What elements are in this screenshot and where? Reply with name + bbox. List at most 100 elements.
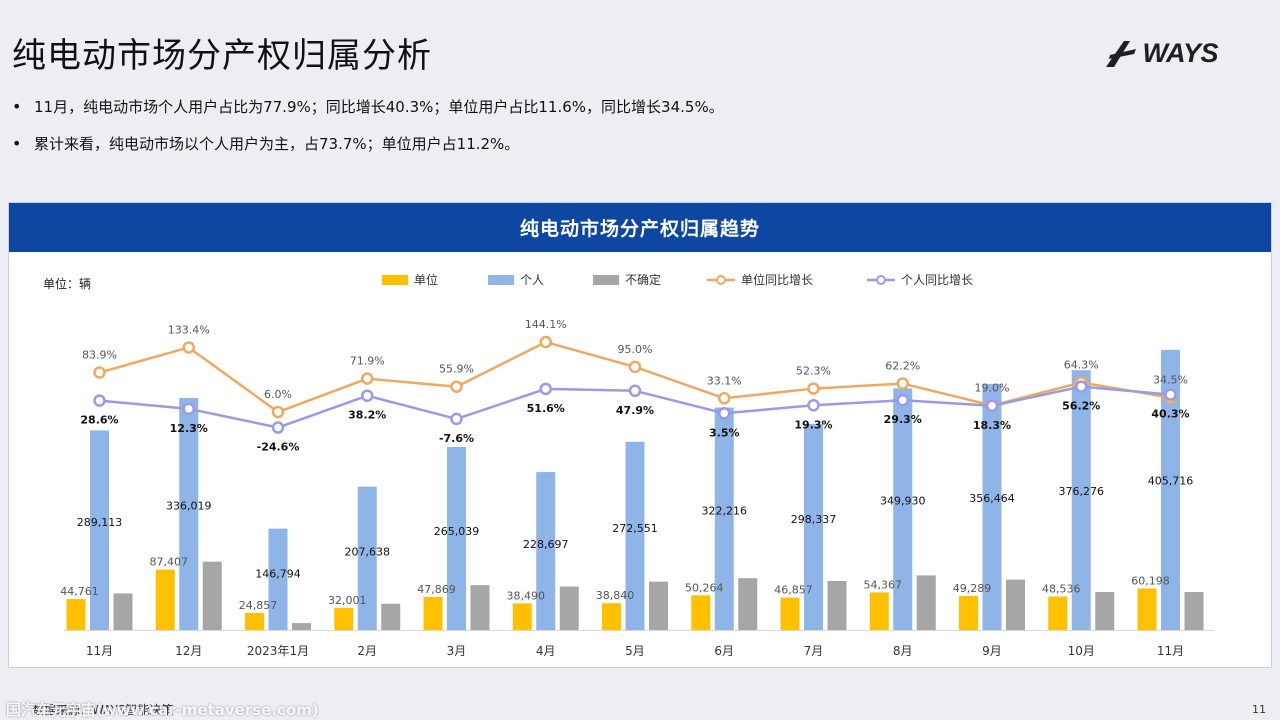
legend-label: 个人同比增长 (901, 273, 973, 287)
x-tick-label: 8月 (893, 644, 913, 658)
unit-label: 单位：辆 (43, 277, 92, 291)
data-source: 数据来源：WAYS智能决策 (32, 703, 174, 717)
unit-growth-point (361, 372, 374, 385)
unit-growth-value-label: 64.3% (1064, 358, 1099, 371)
personal-growth-point (361, 389, 374, 402)
bar-undetermined (1184, 592, 1204, 630)
unit-growth-point (807, 382, 820, 395)
bar-unit (334, 607, 354, 630)
bar-personal (179, 397, 199, 630)
personal-growth-value-label: 38.2% (348, 409, 386, 422)
bar-personal-value-label: 322,216 (702, 504, 748, 517)
legend-label: 个人 (520, 273, 544, 287)
bar-unit (423, 596, 443, 630)
bar-unit-value-label: 38,490 (507, 589, 546, 602)
logo-text: WAYS (1142, 37, 1218, 68)
bar-unit-value-label: 60,198 (1131, 574, 1170, 587)
bullet-item: • 11月，纯电动市场个人用户占比为77.9%；同比增长40.3%；单位用户占比… (12, 93, 1212, 119)
unit-growth-point (539, 335, 552, 349)
bullet-dot-icon: • (12, 133, 22, 153)
bar-unit-value-label: 48,536 (1042, 582, 1081, 595)
bar-unit (869, 592, 889, 630)
chart-panel-title: 纯电动市场分产权归属趋势 (9, 203, 1271, 252)
bar-personal-value-label: 356,464 (969, 492, 1015, 505)
ownership-trend-chart: 单位 个人 不确定 单位同比增长 个人同比增长 44,761 289,113 11月 87,40… (60, 272, 1214, 658)
x-tick-label: 3月 (447, 644, 467, 658)
personal-growth-value-label: 56.2% (1062, 400, 1100, 413)
x-tick-label: 11月 (1157, 644, 1184, 658)
bar-personal (1071, 370, 1091, 630)
personal-growth-value-label: 40.3% (1151, 408, 1189, 421)
bar-personal-value-label: 336,019 (166, 499, 212, 512)
unit-growth-value-label: 83.9% (82, 349, 117, 362)
legend-label: 不确定 (625, 272, 661, 287)
bar-personal (714, 407, 734, 630)
unit-growth-point (628, 360, 642, 374)
unit-growth-value-label: 144.1% (525, 318, 567, 331)
x-tick-label: 10月 (1068, 644, 1095, 658)
bar-undetermined (827, 580, 847, 630)
bar-personal (804, 424, 823, 630)
page-title: 纯电动市场分产权归属分析 (12, 36, 432, 76)
bar-unit-value-label: 50,264 (685, 581, 724, 594)
bar-personal (357, 486, 377, 630)
bar-personal-value-label: 349,930 (880, 494, 926, 507)
unit-growth-point (718, 392, 731, 405)
personal-growth-value-label: 29.3% (884, 413, 922, 426)
personal-growth-point (807, 399, 820, 412)
personal-growth-point (182, 402, 195, 416)
x-tick-label: 9月 (982, 644, 1002, 658)
personal-growth-value-label: 3.5% (709, 426, 740, 439)
personal-growth-value-label: 47.9% (616, 404, 654, 417)
bar-unit-value-label: 47,869 (417, 583, 456, 596)
bar-unit-value-label: 54,367 (864, 578, 903, 591)
unit-growth-value-label: 34.5% (1153, 374, 1188, 387)
personal-growth-value-label: 28.6% (80, 414, 118, 427)
personal-growth-point (1164, 388, 1177, 401)
bar-personal (893, 388, 913, 630)
chart-panel: 纯电动市场分产权归属趋势 单位：辆 单位 个人 不确定 单位同比增长 个人同比增长 44,… (8, 202, 1272, 668)
bar-unit (66, 599, 86, 630)
legend-swatch (382, 275, 408, 285)
personal-growth-point (450, 412, 463, 426)
bar-unit (1048, 596, 1068, 630)
unit-growth-value-label: 52.3% (796, 365, 831, 378)
bar-undetermined (292, 623, 311, 630)
bullet-text: 累计来看，纯电动市场以个人用户为主，占73.7%；单位用户占11.2%。 (34, 134, 520, 153)
personal-growth-point (718, 407, 731, 420)
bar-personal (982, 383, 1002, 630)
personal-growth-point (271, 421, 285, 434)
personal-growth-point (93, 394, 106, 407)
personal-growth-point (1075, 380, 1088, 393)
bar-unit-value-label: 24,857 (239, 599, 278, 612)
x-tick-label: 2023年1月 (247, 644, 309, 658)
bar-personal (625, 441, 645, 630)
personal-growth-point (985, 399, 999, 413)
bar-unit (602, 603, 621, 630)
unit-growth-point (182, 341, 195, 354)
bar-personal-value-label: 376,276 (1059, 485, 1105, 498)
bar-personal-value-label: 298,337 (791, 513, 837, 526)
bar-undetermined (381, 603, 401, 630)
unit-growth-value-label: 33.1% (707, 374, 742, 387)
bar-unit (1137, 588, 1157, 630)
bar-personal-value-label: 272,551 (612, 522, 658, 535)
bar-personal (536, 472, 556, 630)
bar-personal (1161, 349, 1180, 630)
bar-unit-value-label: 32,001 (328, 594, 367, 607)
x-tick-label: 12月 (175, 644, 202, 658)
legend-swatch (488, 275, 514, 285)
bar-undetermined (559, 586, 579, 630)
bar-unit-value-label: 87,407 (150, 556, 189, 569)
x-tick-label: 7月 (804, 644, 824, 658)
bar-personal-value-label: 228,697 (523, 538, 569, 551)
personal-growth-value-label: -24.6% (257, 441, 300, 454)
bar-personal-value-label: 146,794 (255, 567, 301, 580)
bullet-item: • 累计来看，纯电动市场以个人用户为主，占73.7%；单位用户占11.2%。 (12, 130, 1212, 156)
legend-marker (876, 275, 886, 285)
personal-growth-value-label: 19.3% (794, 418, 832, 431)
bar-undetermined (738, 578, 758, 630)
unit-growth-value-label: 133.4% (168, 323, 210, 336)
unit-growth-value-label: 71.9% (350, 355, 385, 368)
bar-personal-value-label: 289,113 (77, 516, 123, 529)
